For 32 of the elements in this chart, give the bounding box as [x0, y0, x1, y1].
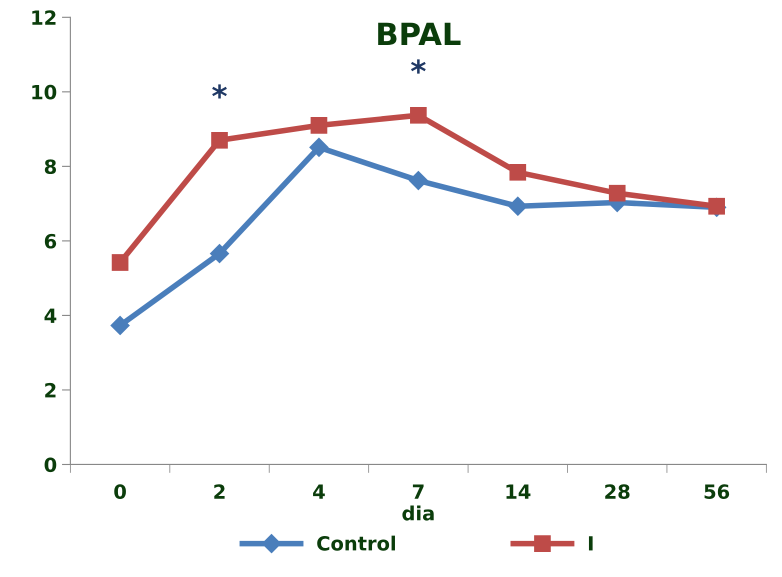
point	[608, 184, 626, 202]
x-tick-label: 0	[114, 484, 126, 499]
point	[210, 244, 230, 264]
x-tick-label: 7	[412, 484, 424, 499]
y-tick-label: 0	[44, 457, 56, 472]
point	[408, 170, 428, 190]
annotation: *	[212, 84, 227, 99]
point	[509, 164, 526, 181]
chart-title: BPAL	[378, 22, 461, 45]
point	[708, 198, 725, 215]
legend-label: Control	[317, 536, 395, 551]
annotation: *	[410, 59, 426, 74]
point	[112, 254, 128, 271]
point	[110, 316, 130, 336]
legend-label: I	[588, 536, 593, 550]
point	[211, 132, 228, 149]
point	[310, 117, 328, 134]
y-tick-label: 2	[45, 382, 56, 398]
point	[410, 106, 427, 124]
y-tick-label: 12	[32, 10, 56, 25]
point	[508, 196, 528, 216]
x-tick-label: 56	[704, 484, 730, 499]
y-tick-label: 6	[44, 234, 56, 249]
x-axis-title: dia	[402, 506, 434, 521]
x-tick-label: 28	[605, 484, 630, 499]
y-tick-label: 8	[44, 159, 56, 174]
x-tick-label: 4	[313, 484, 325, 499]
y-tick-label: 4	[44, 308, 56, 323]
y-tick-label: 10	[32, 84, 56, 100]
x-tick-label: 14	[506, 484, 530, 499]
point	[309, 138, 328, 157]
x-tick-label: 2	[214, 484, 225, 499]
